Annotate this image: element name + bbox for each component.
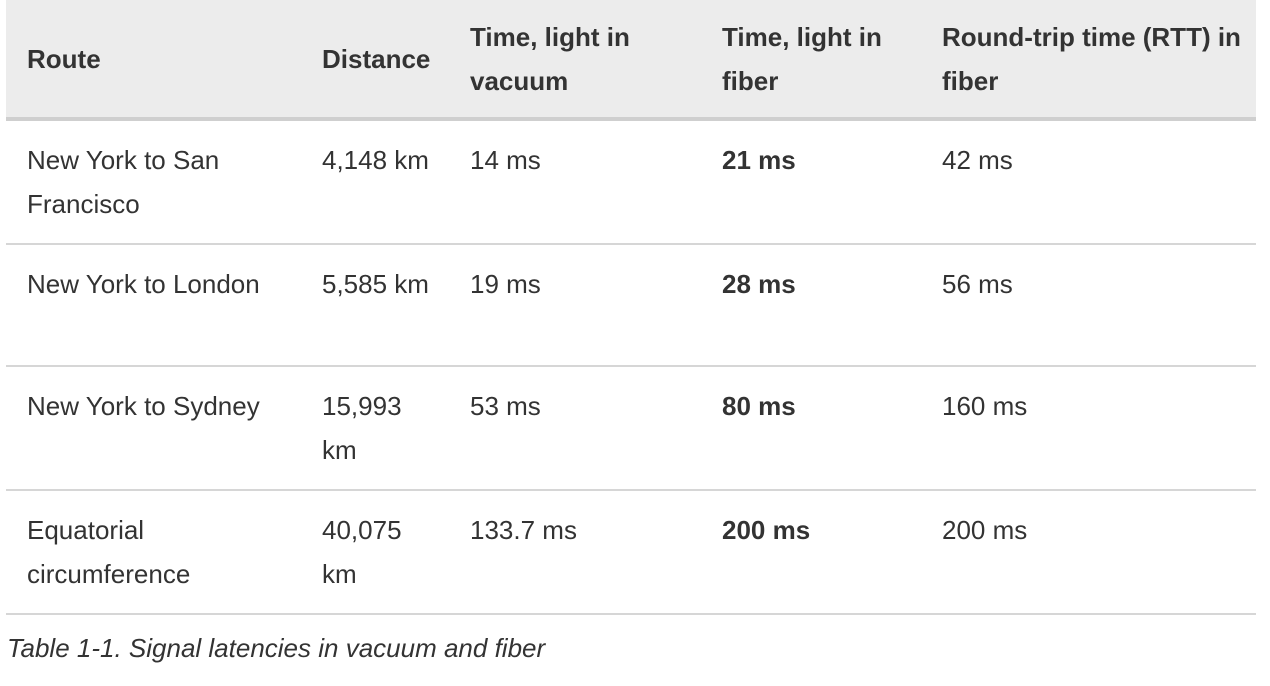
header-distance: Distance bbox=[301, 0, 449, 121]
cell-route: Equatorial circumference bbox=[6, 490, 301, 615]
cell-time-vacuum: 133.7 ms bbox=[449, 490, 701, 615]
latency-table: Route Distance Time, light in vacuum Tim… bbox=[6, 0, 1256, 615]
cell-distance: 5,585 km bbox=[301, 244, 449, 367]
cell-route: New York to London bbox=[6, 244, 301, 367]
cell-time-vacuum: 19 ms bbox=[449, 244, 701, 367]
table-row: New York to San Francisco 4,148 km 14 ms… bbox=[6, 119, 1256, 245]
cell-rtt: 160 ms bbox=[921, 366, 1256, 491]
cell-time-fiber: 21 ms bbox=[701, 119, 921, 245]
cell-time-vacuum: 53 ms bbox=[449, 366, 701, 491]
header-time-fiber: Time, light in fiber bbox=[701, 0, 921, 121]
cell-distance: 4,148 km bbox=[301, 119, 449, 245]
cell-time-fiber: 28 ms bbox=[701, 244, 921, 367]
table-row: New York to London 5,585 km 19 ms 28 ms … bbox=[6, 244, 1256, 367]
table-header-row: Route Distance Time, light in vacuum Tim… bbox=[6, 0, 1256, 121]
cell-rtt: 56 ms bbox=[921, 244, 1256, 367]
table-body: New York to San Francisco 4,148 km 14 ms… bbox=[6, 119, 1256, 615]
cell-time-fiber: 200 ms bbox=[701, 490, 921, 615]
table-caption: Table 1-1. Signal latencies in vacuum an… bbox=[7, 633, 546, 663]
cell-rtt: 200 ms bbox=[921, 490, 1256, 615]
cell-time-fiber: 80 ms bbox=[701, 366, 921, 491]
cell-rtt: 42 ms bbox=[921, 119, 1256, 245]
cell-distance: 40,075 km bbox=[301, 490, 449, 615]
cell-route: New York to San Francisco bbox=[6, 119, 301, 245]
cell-time-vacuum: 14 ms bbox=[449, 119, 701, 245]
header-route: Route bbox=[6, 0, 301, 121]
header-time-vacuum: Time, light in vacuum bbox=[449, 0, 701, 121]
table-row: New York to Sydney 15,993 km 53 ms 80 ms… bbox=[6, 366, 1256, 491]
cell-route: New York to Sydney bbox=[6, 366, 301, 491]
table-header: Route Distance Time, light in vacuum Tim… bbox=[6, 0, 1256, 121]
cell-distance: 15,993 km bbox=[301, 366, 449, 491]
header-rtt-fiber: Round-trip time (RTT) in fiber bbox=[921, 0, 1256, 121]
table-row: Equatorial circumference 40,075 km 133.7… bbox=[6, 490, 1256, 615]
